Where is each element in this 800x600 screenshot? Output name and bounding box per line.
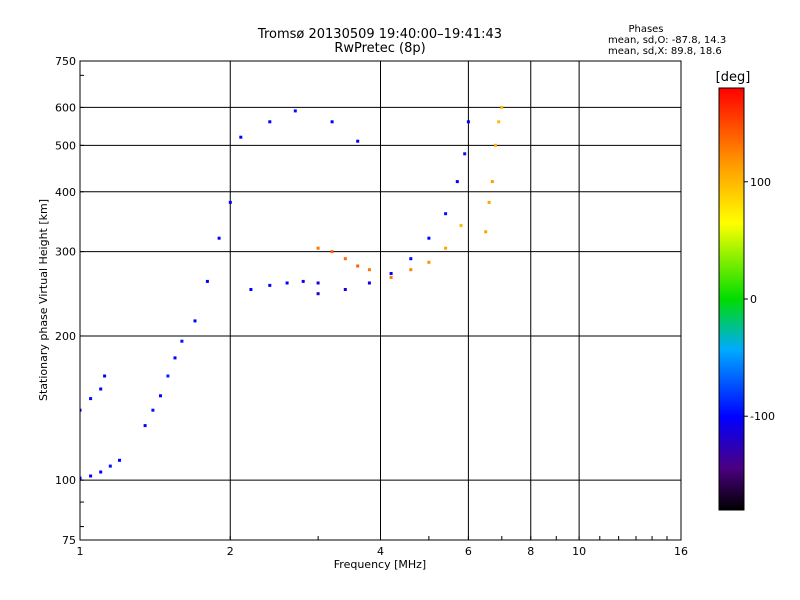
data-point — [409, 257, 413, 261]
data-point — [228, 200, 232, 204]
data-point — [180, 339, 184, 343]
y-tick-label: 600 — [55, 101, 76, 114]
data-point — [330, 120, 334, 124]
colorbar-tick-label: 0 — [750, 293, 757, 306]
y-tick-label: 400 — [55, 186, 76, 199]
data-point — [159, 394, 162, 398]
y-tick-label: 750 — [55, 55, 76, 68]
x-axis-ticks: 1 2 4 6 8 10 16 — [77, 536, 688, 558]
data-point — [173, 356, 177, 360]
data-point — [500, 105, 504, 109]
x-tick-label: 16 — [674, 545, 688, 558]
data-point — [497, 120, 501, 124]
x-tick-label: 8 — [527, 545, 534, 558]
colorbar-tick-label: 100 — [750, 176, 771, 189]
data-point — [108, 464, 112, 468]
data-point — [151, 408, 155, 412]
data-point — [455, 180, 459, 184]
data-point — [316, 246, 320, 250]
data-point — [193, 319, 197, 323]
grid-lines — [80, 61, 681, 540]
y-tick-label: 75 — [62, 534, 76, 547]
data-point — [268, 283, 272, 287]
data-point — [316, 281, 320, 285]
data-point — [143, 424, 147, 428]
data-point — [205, 279, 209, 283]
data-point — [99, 470, 103, 474]
data-point — [389, 275, 393, 279]
x-tick-label: 6 — [465, 545, 472, 558]
data-point — [343, 257, 347, 261]
data-point — [99, 387, 103, 391]
y-tick-label: 500 — [55, 139, 76, 152]
data-point — [330, 250, 334, 254]
y-tick-label: 100 — [55, 474, 76, 487]
data-point — [409, 268, 413, 272]
x-tick-label: 4 — [377, 545, 384, 558]
data-point — [487, 200, 491, 204]
x-tick-label: 2 — [227, 545, 234, 558]
data-point — [103, 374, 107, 378]
data-point — [367, 268, 371, 272]
data-point — [239, 135, 243, 139]
data-point — [389, 272, 393, 275]
colorbar-gradient — [718, 87, 745, 511]
colorbar-ticks: 100 0 -100 — [744, 176, 775, 423]
data-points — [80, 105, 504, 480]
data-point — [466, 120, 470, 124]
data-point — [463, 152, 467, 156]
data-point — [356, 264, 360, 268]
data-point — [444, 212, 448, 216]
chart-subtitle: RwPretec (8p) — [334, 41, 425, 56]
data-point — [427, 236, 431, 240]
data-point — [293, 109, 297, 113]
data-point — [268, 120, 272, 124]
data-point — [89, 397, 93, 401]
data-point — [343, 288, 347, 291]
data-point — [427, 260, 431, 264]
y-tick-label: 300 — [55, 246, 76, 259]
data-point — [285, 281, 289, 285]
colorbar-tick-label: -100 — [750, 410, 775, 423]
y-tick-label: 200 — [55, 330, 76, 343]
colorbar: [deg] 100 0 -100 — [716, 70, 775, 511]
stats-o-line: mean, sd,O: -87.8, 14.3 — [608, 35, 726, 46]
data-point — [89, 474, 93, 478]
data-point — [367, 281, 371, 285]
data-point — [301, 279, 305, 283]
x-tick-label: 1 — [77, 545, 84, 558]
x-tick-label: 10 — [572, 545, 586, 558]
x-axis-label: Frequency [MHz] — [334, 558, 426, 571]
data-point — [356, 139, 360, 143]
data-point — [316, 292, 320, 296]
data-point — [494, 143, 497, 147]
data-point — [459, 224, 463, 228]
data-point — [80, 408, 82, 412]
colorbar-label: [deg] — [716, 70, 751, 85]
y-axis-label: Stationary phase Virtual Height [km] — [37, 199, 50, 401]
y-axis-ticks: 75 100 200 300 400 500 600 750 — [55, 55, 84, 547]
data-point — [490, 180, 494, 184]
data-point — [118, 458, 121, 462]
data-point — [249, 288, 253, 291]
data-point — [166, 374, 170, 378]
data-point — [217, 236, 221, 240]
stats-x-line: mean, sd,X: 89.8, 18.6 — [608, 46, 722, 57]
data-point — [80, 476, 82, 480]
data-point — [484, 230, 488, 234]
chart-title: Tromsø 20130509 19:40:00–19:41:43 — [257, 27, 502, 42]
data-point — [444, 246, 448, 250]
stats-heading: Phases — [628, 24, 663, 35]
